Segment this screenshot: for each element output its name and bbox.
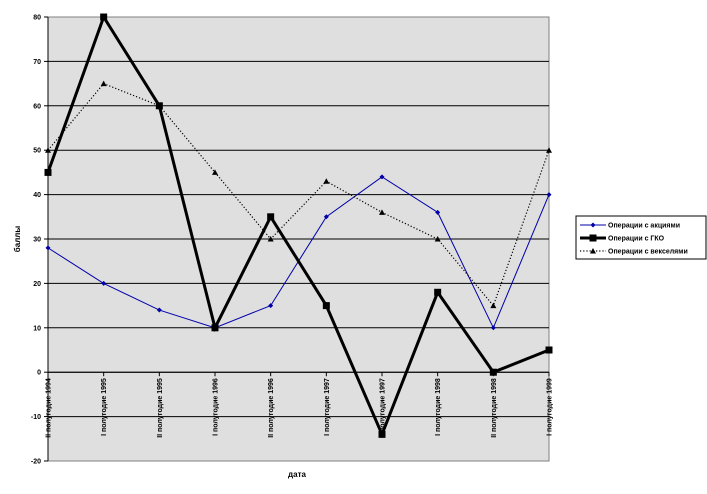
data-point	[379, 174, 385, 180]
data-point	[44, 168, 52, 176]
legend-entry: Операции с векселями	[580, 248, 688, 256]
legend-entry: Операции с ГКО	[580, 234, 665, 243]
data-point	[545, 346, 553, 354]
x-tick-label: II полугодие 1997	[380, 378, 387, 438]
x-tick-label: II полугодие 1995	[157, 378, 164, 438]
series-2	[44, 13, 553, 439]
legend-marker	[590, 248, 596, 254]
data-point	[45, 147, 51, 153]
data-point	[156, 102, 163, 109]
data-point	[434, 236, 441, 242]
data-point	[546, 192, 552, 198]
data-point	[490, 302, 497, 309]
data-point	[435, 209, 441, 215]
data-point	[101, 280, 107, 286]
y-tick-label: 60	[33, 103, 41, 110]
y-axis-title: баллы	[13, 226, 22, 253]
x-tick-label: I полугодие 1999	[547, 378, 554, 436]
data-point	[489, 368, 497, 376]
legend-entry: Операции с акциями	[580, 222, 680, 230]
series-layer	[44, 13, 553, 439]
data-point	[100, 13, 108, 21]
legend-marker	[589, 234, 597, 242]
data-point	[267, 213, 275, 221]
x-tick-label: I полугодие 1997	[324, 378, 331, 436]
x-tick-label: I полугодие 1995	[101, 378, 108, 436]
data-point	[212, 169, 218, 175]
y-tick-label: -10	[31, 414, 41, 421]
data-point	[267, 236, 274, 242]
data-point	[434, 288, 442, 296]
legend-label: Операции с векселями	[608, 249, 688, 256]
y-tick-label: 70	[33, 59, 41, 66]
data-point	[379, 209, 385, 215]
data-point	[490, 325, 496, 331]
y-tick-label: 30	[33, 237, 41, 244]
y-tick-label: 10	[33, 325, 41, 332]
y-tick-label: 40	[33, 192, 41, 199]
data-point	[323, 178, 330, 184]
data-point	[268, 303, 274, 309]
y-tick-label: -20	[31, 459, 41, 466]
data-point	[378, 430, 386, 438]
data-point	[100, 80, 107, 87]
data-point	[45, 245, 51, 251]
data-point	[546, 147, 552, 153]
x-tick-label: II полугодие 1996	[268, 378, 275, 438]
legend-marker	[590, 222, 596, 228]
data-point	[322, 302, 330, 310]
x-tick-label: II полугодие 1994	[46, 378, 53, 438]
x-tick-label: I полугодие 1996	[213, 378, 220, 436]
y-axis-ticks: -20 -10 0 10 20 30 40 50 60 70 80	[31, 15, 549, 466]
x-tick-label: I полугодие 1998	[435, 378, 442, 436]
series-3	[45, 80, 552, 309]
y-tick-label: 20	[33, 281, 41, 288]
x-tick-label: II полугодие 1998	[491, 378, 498, 438]
x-axis-title: дата	[288, 470, 306, 479]
y-tick-label: 50	[33, 148, 41, 155]
data-point	[323, 214, 329, 220]
series-line	[46, 13, 550, 439]
data-point	[156, 307, 162, 313]
x-axis-ticks: II полугодие 1994 I полугодие 1995 II полу…	[46, 372, 554, 438]
data-point	[211, 324, 219, 332]
y-tick-label: 0	[37, 370, 41, 377]
legend-label: Операции с ГКО	[608, 236, 665, 243]
legend: Операции с акциями Операции с ГКО Операции…	[575, 215, 707, 260]
legend-label: Операции с акциями	[608, 223, 680, 230]
y-tick-label: 80	[33, 15, 41, 22]
